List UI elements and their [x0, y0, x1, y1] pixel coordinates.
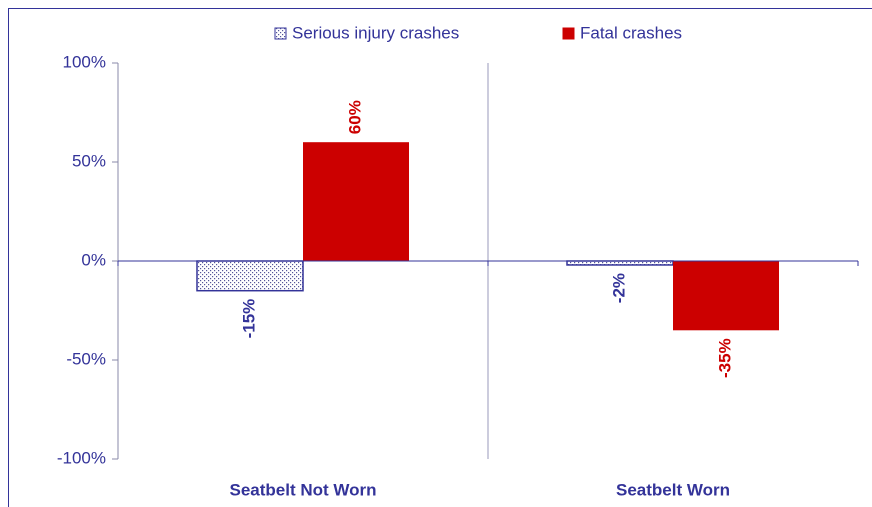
x-tick-label: Seatbelt Not Worn [229, 480, 376, 499]
data-label: -2% [609, 273, 628, 303]
bar [303, 142, 409, 261]
bar [196, 260, 304, 292]
legend-swatch [274, 27, 287, 40]
bar [673, 261, 779, 331]
data-label: 60% [345, 100, 364, 134]
y-tick-label: 100% [63, 52, 106, 71]
bar [566, 260, 674, 266]
x-tick-label: Seatbelt Worn [616, 480, 730, 499]
y-tick-label: 50% [72, 151, 106, 170]
legend-label: Serious injury crashes [292, 23, 459, 42]
chart-border [8, 8, 872, 507]
data-label: -15% [239, 299, 258, 339]
y-tick-label: -50% [66, 349, 106, 368]
legend-label: Fatal crashes [580, 23, 682, 42]
y-tick-label: -100% [57, 448, 106, 467]
data-label: -35% [715, 338, 734, 378]
legend-swatch [562, 27, 575, 40]
y-tick-label: 0% [81, 250, 106, 269]
